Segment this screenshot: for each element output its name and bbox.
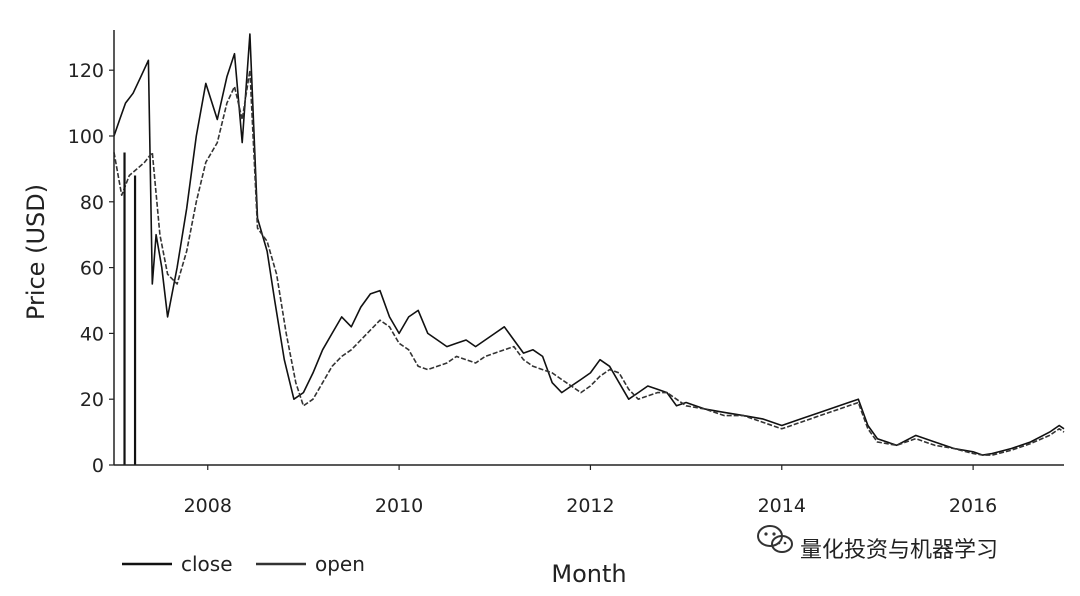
x-tick-label: 2012 xyxy=(566,495,614,517)
plot-area xyxy=(113,33,1065,465)
x-tick-label: 2016 xyxy=(949,495,997,517)
legend-label-close: close xyxy=(181,552,233,576)
y-tick-label: 120 xyxy=(68,60,104,82)
y-tick-label: 40 xyxy=(80,323,104,345)
wechat-icon xyxy=(757,525,793,553)
legend-label-open: open xyxy=(315,552,365,576)
y-tick-label: 20 xyxy=(80,389,104,411)
watermark-text: 量化投资与机器学习 xyxy=(800,538,998,563)
series-line-close xyxy=(113,33,1065,456)
x-axis-title: Month xyxy=(551,560,626,588)
legend: close open xyxy=(122,552,365,576)
y-tick-label: 60 xyxy=(80,258,104,280)
y-tick-label: 100 xyxy=(68,126,104,148)
spike-layer xyxy=(123,152,137,465)
y-tick-label: 0 xyxy=(92,455,104,477)
series-line-open xyxy=(113,69,1065,456)
x-tick-label: 2010 xyxy=(375,495,423,517)
watermark: 量化投资与机器学习 xyxy=(757,525,998,563)
y-axis-title: Price (USD) xyxy=(22,184,50,320)
x-axis-ticks: 2008 2010 2012 2014 2016 xyxy=(184,465,997,517)
x-tick-label: 2014 xyxy=(758,495,806,517)
series-layer xyxy=(113,33,1065,456)
x-tick-label: 2008 xyxy=(184,495,232,517)
y-axis-ticks: 0 20 40 60 80 100 120 xyxy=(68,60,114,477)
y-tick-label: 80 xyxy=(80,192,104,214)
